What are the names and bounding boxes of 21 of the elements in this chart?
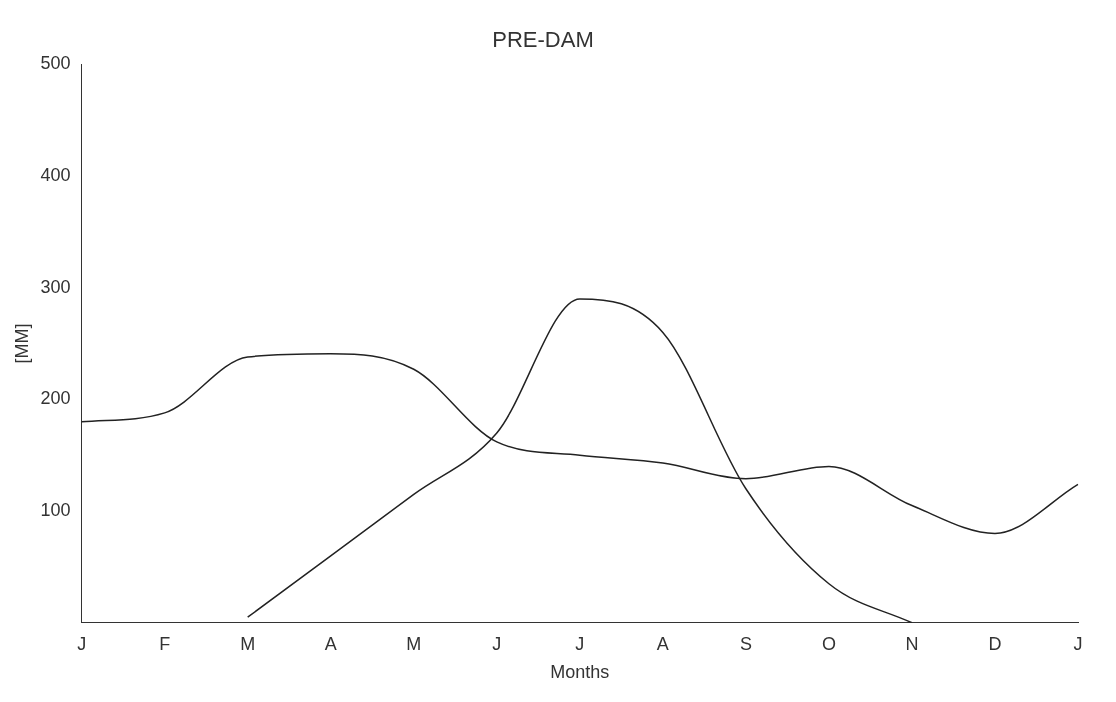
chart-title: PRE-DAM (492, 27, 594, 53)
x-tick-label: A (656, 633, 669, 654)
y-tick-label: 300 (40, 276, 71, 297)
y-tick-label: 100 (40, 500, 71, 521)
y-tick-label: 200 (40, 388, 71, 409)
x-tick-label: J (77, 633, 87, 654)
x-tick-label: J (1073, 633, 1083, 654)
x-tick-label: S (739, 633, 752, 654)
y-tick-label: 500 (40, 53, 71, 74)
x-axis-title: Months (550, 662, 610, 683)
x-tick-label: M (240, 633, 256, 654)
x-tick-label: N (905, 633, 919, 654)
x-tick-label: D (988, 633, 1002, 654)
x-tick-label: J (492, 633, 502, 654)
x-tick-label: A (324, 633, 337, 654)
y-axis-title: [MM] (11, 323, 32, 364)
y-tick-label: 400 (40, 165, 71, 186)
x-tick-label: F (159, 633, 171, 654)
x-tick-label: J (575, 633, 585, 654)
x-tick-label: M (406, 633, 422, 654)
x-tick-label: O (821, 633, 836, 654)
